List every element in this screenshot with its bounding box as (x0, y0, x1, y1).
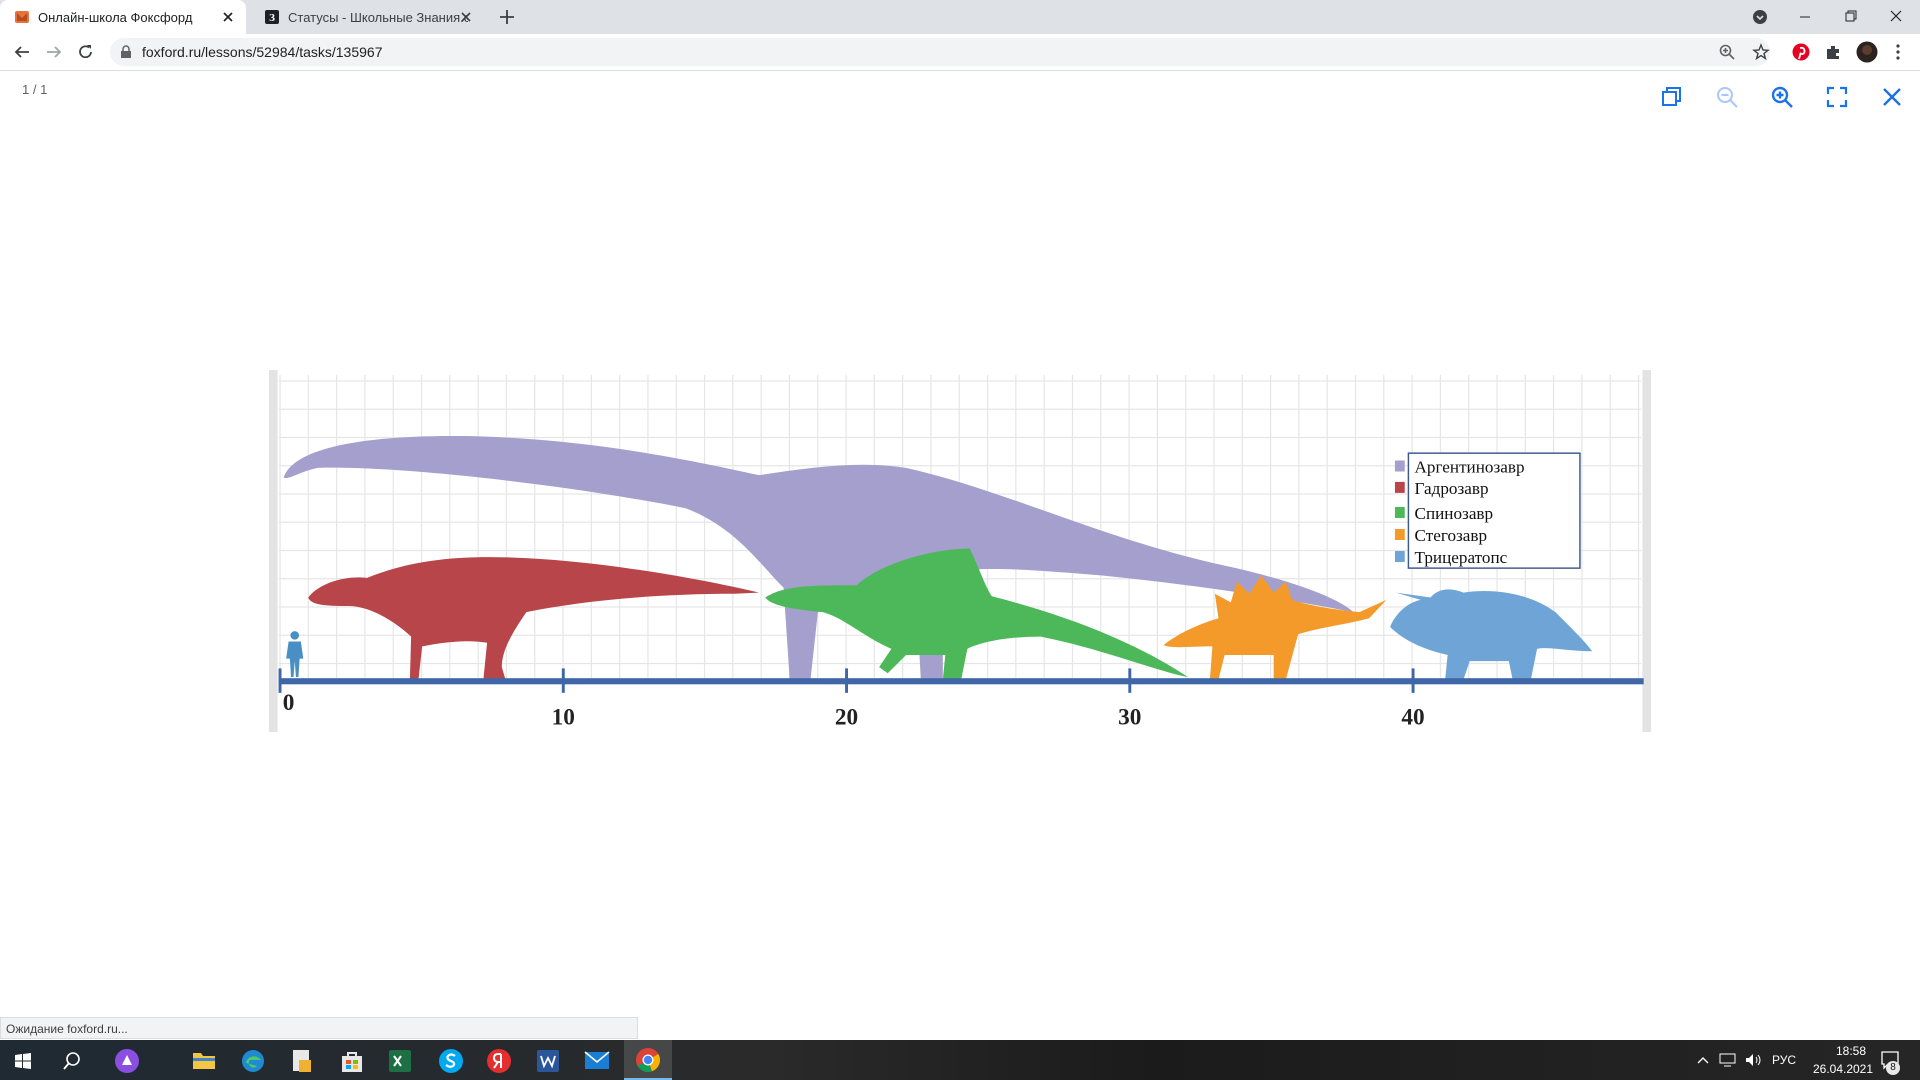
network-icon[interactable] (1718, 1052, 1738, 1068)
close-window[interactable] (1888, 8, 1904, 24)
legend-swatch (1394, 460, 1405, 472)
legend-swatch (1394, 528, 1405, 540)
legend-label: Гадрозавр (1415, 479, 1489, 498)
tab[interactable]: Онлайн-школа Фоксфорд (0, 0, 246, 34)
spinosaurus-silhouette (765, 548, 1188, 680)
axis-line (278, 678, 1644, 685)
lock-icon (121, 45, 131, 58)
extensions[interactable] (1824, 43, 1842, 61)
tab[interactable]: З Статусы - Школьные Знания.com (250, 0, 484, 34)
zoom-indicator[interactable] (1718, 43, 1736, 61)
tray-expand[interactable] (1696, 1054, 1710, 1066)
start-button[interactable] (14, 1052, 32, 1070)
search-button[interactable] (62, 1051, 82, 1071)
legend-swatch (1394, 506, 1405, 518)
profile-avatar[interactable] (1856, 41, 1878, 63)
files-app[interactable] (290, 1048, 314, 1074)
alice-app[interactable] (114, 1048, 140, 1074)
human-silhouette (286, 631, 304, 677)
page-counter: 1 / 1 (22, 82, 48, 97)
forward[interactable] (44, 42, 64, 62)
tick-label: 0 (283, 690, 295, 716)
zoom-in[interactable] (1770, 85, 1794, 109)
taskbar: РУС 18:58 26.04.2021 8 (0, 1040, 1920, 1080)
mail-app[interactable] (584, 1049, 610, 1071)
notification-badge: 8 (1886, 1061, 1900, 1075)
triceratops-silhouette (1390, 589, 1593, 680)
edge-browser[interactable] (240, 1048, 266, 1074)
excel-app[interactable] (388, 1048, 412, 1074)
language-indicator[interactable]: РУС (1772, 1053, 1797, 1067)
tab-title: Статусы - Школьные Знания.com (288, 9, 468, 25)
reload[interactable] (76, 42, 96, 62)
word-app[interactable] (536, 1048, 560, 1074)
address-bar[interactable]: foxford.ru/lessons/52984/tasks/135967 (110, 38, 1770, 66)
fullscreen[interactable] (1825, 85, 1849, 109)
skype-app[interactable] (438, 1048, 464, 1074)
tab-title: Онлайн-школа Фоксфорд (38, 9, 193, 25)
tick-label: 20 (835, 705, 858, 731)
viewer-copy[interactable] (1660, 85, 1684, 109)
hadrosaurus-silhouette (308, 557, 760, 680)
pinterest-extension[interactable] (1792, 43, 1810, 61)
stegosaurus-silhouette (1163, 575, 1387, 680)
tick-label: 10 (552, 705, 575, 731)
tab-close[interactable] (458, 9, 474, 25)
chrome-taskbar-item[interactable] (624, 1040, 672, 1080)
axis: 0 10 20 30 40 (278, 668, 1425, 731)
legend-label: Аргентинозавр (1415, 458, 1525, 477)
zoom-out[interactable] (1715, 85, 1739, 109)
argentinosaurus-silhouette (283, 435, 1354, 680)
menu[interactable] (1890, 43, 1906, 61)
legend-swatch (1394, 481, 1405, 493)
favicon (15, 11, 29, 23)
legend: Аргентинозавр Гадрозавр Спинозавр Стегозавр… (1394, 458, 1525, 567)
minimize[interactable] (1797, 9, 1813, 25)
svg-text:З: З (269, 12, 275, 24)
legend-label: Стегозавр (1415, 526, 1488, 545)
dinosaur-figure: 0 10 20 30 40 Аргентинозавр Гадрозавр Спинозав… (269, 370, 1651, 732)
bookmark-star[interactable] (1752, 43, 1770, 61)
store-app[interactable] (340, 1049, 364, 1073)
tick-label: 40 (1401, 705, 1424, 731)
legend-swatch (1394, 551, 1405, 563)
tick-label: 30 (1118, 705, 1141, 731)
clock-time[interactable]: 18:58 (1835, 1044, 1867, 1058)
back[interactable] (12, 42, 32, 62)
yandex-browser[interactable] (486, 1048, 512, 1074)
file-explorer[interactable] (192, 1049, 216, 1071)
figure-edge (1642, 370, 1651, 732)
tab-close[interactable] (220, 9, 236, 25)
maximize[interactable] (1843, 8, 1859, 24)
new-tab[interactable] (498, 8, 516, 26)
status-bar: Ожидание foxford.ru... (0, 1017, 638, 1039)
url: foxford.ru/lessons/52984/tasks/135967 (142, 44, 383, 60)
toolbar: foxford.ru/lessons/52984/tasks/135967 (0, 34, 1920, 71)
close-viewer[interactable] (1880, 85, 1904, 109)
figure-edge (269, 370, 278, 732)
tab-search[interactable] (1752, 9, 1768, 25)
tab-strip: Онлайн-школа Фоксфорд З Статусы - Школьн… (0, 0, 1920, 34)
volume-icon[interactable] (1744, 1052, 1764, 1068)
legend-label: Спинозавр (1415, 504, 1494, 523)
favicon: З (265, 10, 279, 24)
legend-box (1407, 452, 1581, 569)
chrome-icon (636, 1048, 660, 1072)
legend-label: Трицератопс (1415, 548, 1508, 567)
clock-date[interactable]: 26.04.2021 (1812, 1062, 1874, 1076)
